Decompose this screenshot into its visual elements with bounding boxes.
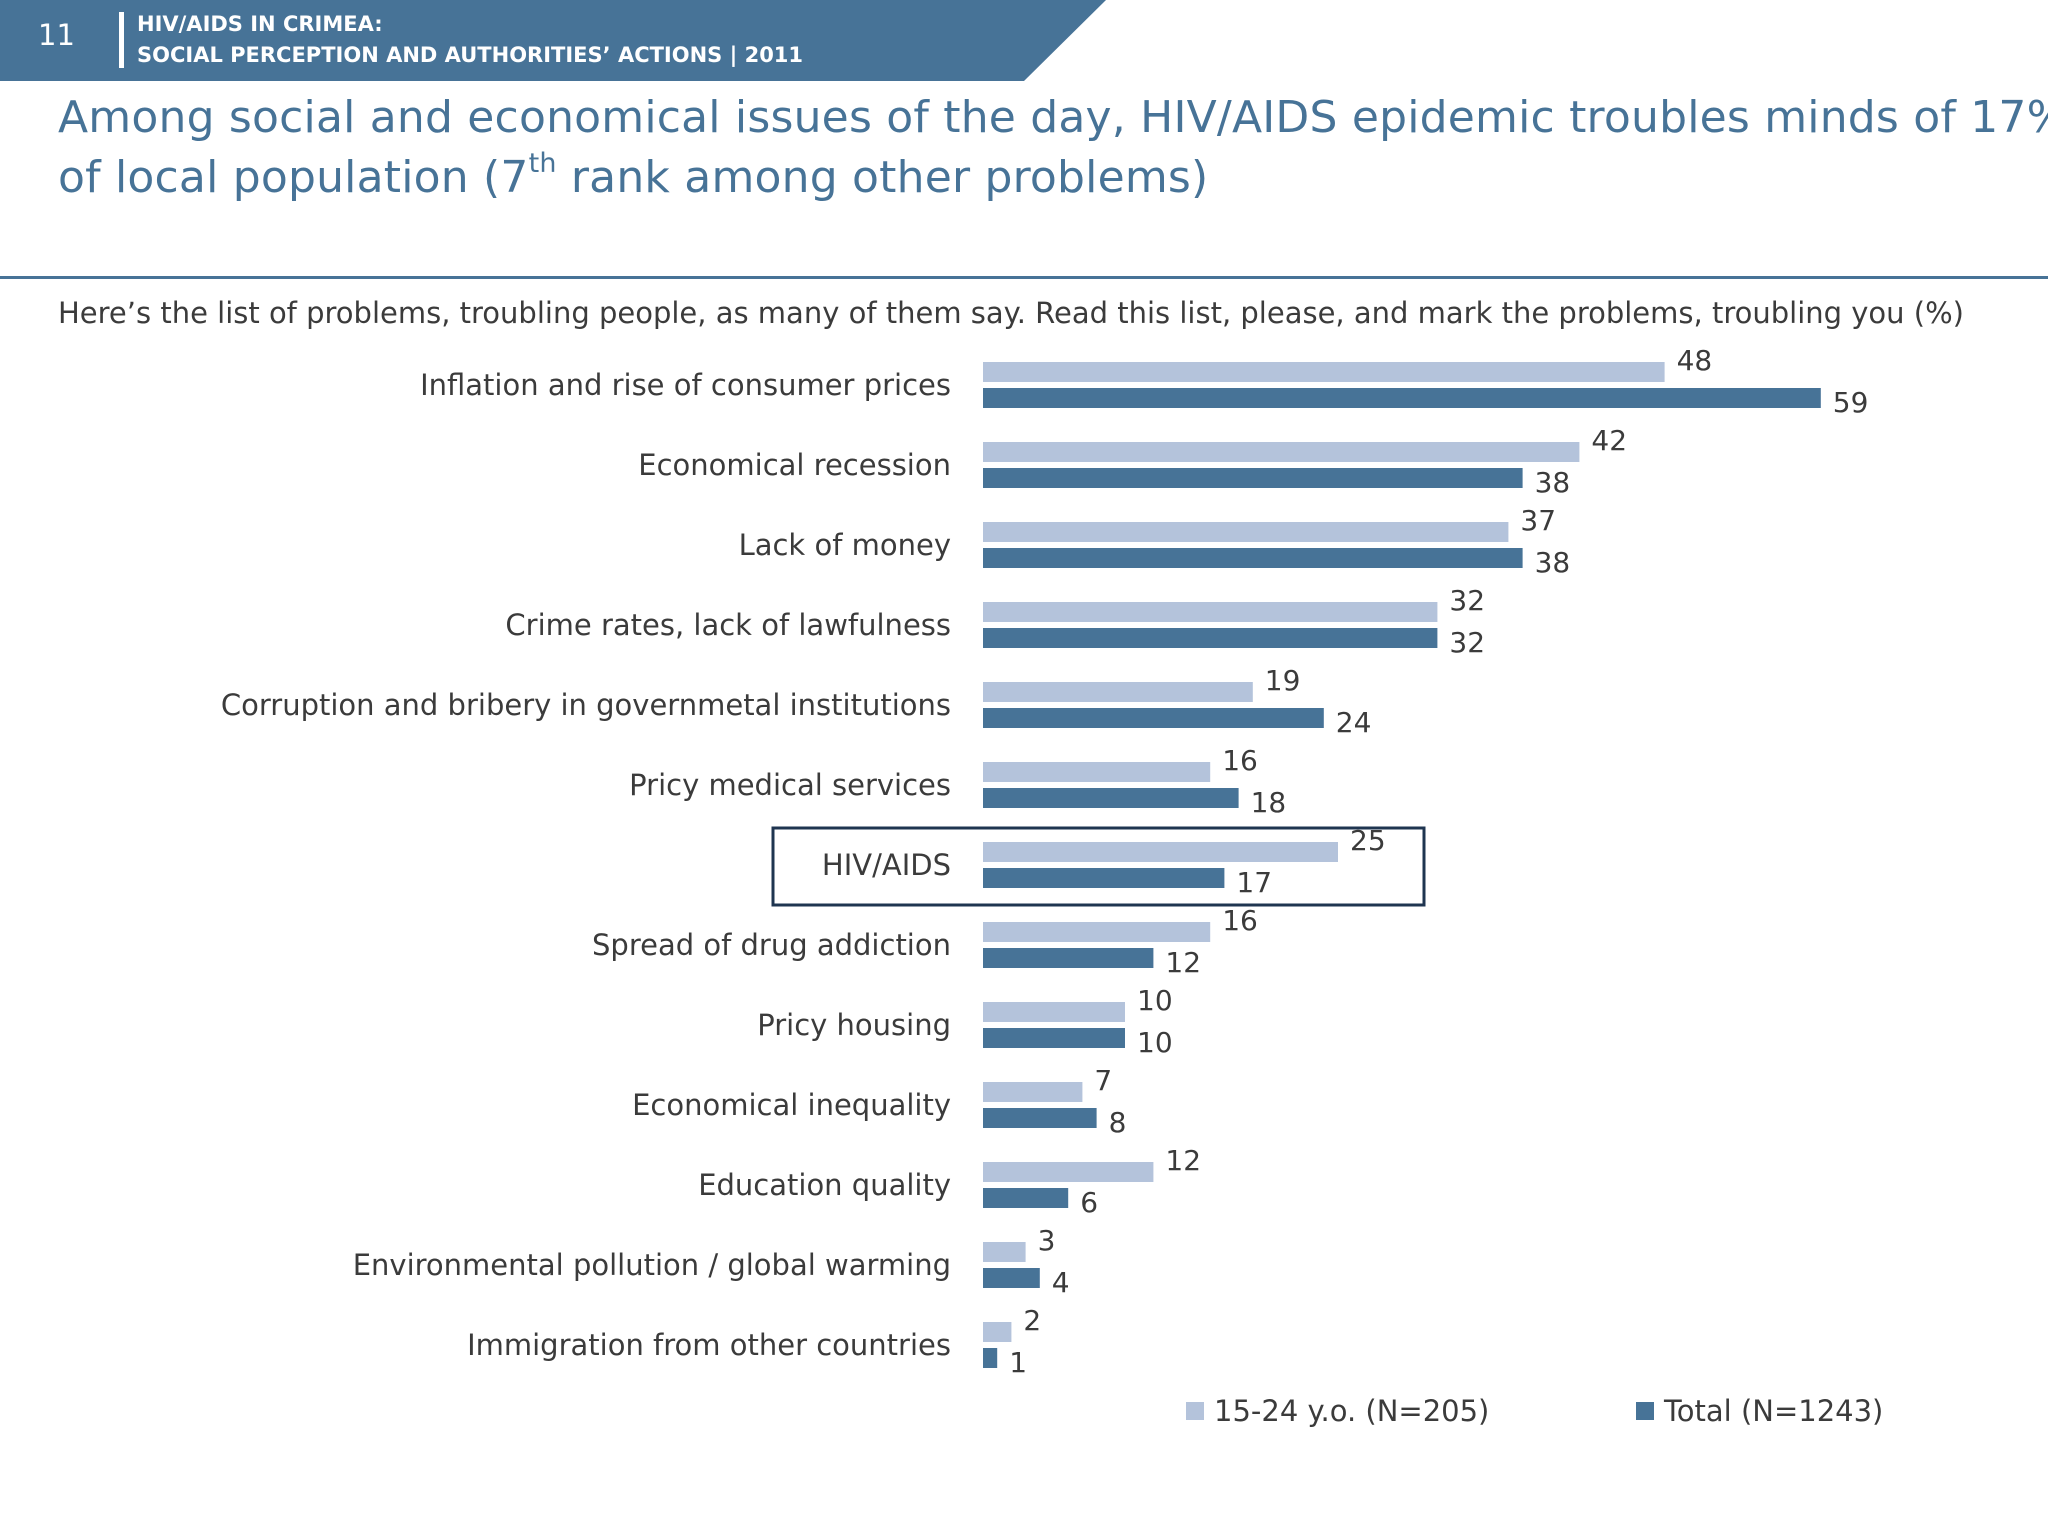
data-label: 48 [1677, 344, 1713, 377]
header-divider [119, 12, 124, 68]
bar [983, 708, 1324, 728]
bar [983, 1188, 1069, 1208]
bar [983, 468, 1523, 488]
data-label: 32 [1449, 626, 1485, 659]
data-label: 37 [1520, 504, 1556, 537]
data-label: 42 [1591, 424, 1627, 457]
title-superscript: th [528, 148, 557, 179]
category-label: Crime rates, lack of lawfulness [505, 608, 951, 642]
bar [983, 548, 1523, 568]
data-label: 59 [1833, 386, 1869, 419]
bar [983, 682, 1253, 702]
category-label: HIV/AIDS [822, 848, 951, 882]
slide-title-line-2: of local population (7th rank among othe… [58, 150, 1209, 203]
bar [983, 948, 1154, 968]
report-title: HIV/AIDS IN CRIMEA: [137, 12, 383, 36]
slide-title-line-1: Among social and economical issues of th… [58, 92, 2048, 143]
category-label: Pricy medical services [629, 768, 951, 802]
category-label: Economical inequality [632, 1088, 951, 1122]
title-text-after: rank among other problems) [556, 152, 1209, 203]
data-label: 2 [1023, 1304, 1041, 1337]
bar [983, 1268, 1040, 1288]
bar [983, 1082, 1083, 1102]
bar [983, 388, 1821, 408]
category-label: Economical recession [638, 448, 951, 482]
bar [983, 442, 1580, 462]
data-label: 19 [1265, 664, 1301, 697]
bar [983, 628, 1438, 648]
category-label: Immigration from other countries [467, 1328, 951, 1362]
data-label: 16 [1222, 904, 1258, 937]
data-label: 38 [1535, 546, 1571, 579]
data-label: 32 [1449, 584, 1485, 617]
bar [983, 922, 1211, 942]
data-label: 1 [1009, 1346, 1027, 1379]
bar [983, 1108, 1097, 1128]
bar [983, 1028, 1125, 1048]
legend-swatch [1186, 1402, 1204, 1420]
category-label: Pricy housing [757, 1008, 951, 1042]
bar [983, 602, 1438, 622]
title-text-before: of local population (7 [58, 152, 529, 203]
data-label: 16 [1222, 744, 1258, 777]
data-label: 8 [1109, 1106, 1127, 1139]
category-label: Spread of drug addiction [592, 928, 951, 962]
bar [983, 362, 1665, 382]
bar [983, 522, 1509, 542]
legend-label: Total (N=1243) [1663, 1394, 1883, 1428]
bar [983, 1162, 1154, 1182]
legend-label: 15-24 y.o. (N=205) [1214, 1394, 1489, 1428]
report-subtitle: SOCIAL PERCEPTION AND AUTHORITIES’ ACTIO… [137, 43, 804, 67]
page-number: 11 [38, 18, 75, 52]
data-label: 17 [1236, 866, 1272, 899]
category-label: Lack of money [739, 528, 951, 562]
data-label: 12 [1165, 1144, 1201, 1177]
category-label: Environmental pollution / global warming [353, 1248, 951, 1282]
legend-swatch [1636, 1402, 1654, 1420]
bar [983, 1002, 1125, 1022]
data-label: 4 [1052, 1266, 1070, 1299]
highlight-box [771, 826, 1426, 907]
bar [983, 762, 1211, 782]
category-label: Education quality [698, 1168, 951, 1202]
bar [983, 868, 1225, 888]
category-label: Corruption and bribery in governmetal in… [221, 688, 951, 722]
data-label: 25 [1350, 824, 1386, 857]
data-label: 7 [1094, 1064, 1112, 1097]
category-label: Inflation and rise of consumer prices [420, 368, 951, 402]
bar [983, 842, 1338, 862]
data-label: 18 [1251, 786, 1287, 819]
data-label: 10 [1137, 1026, 1173, 1059]
data-label: 12 [1165, 946, 1201, 979]
header-band [0, 0, 1106, 81]
data-label: 10 [1137, 984, 1173, 1017]
data-label: 6 [1080, 1186, 1098, 1219]
survey-question: Here’s the list of problems, troubling p… [58, 296, 1964, 330]
bar [983, 788, 1239, 808]
data-label: 3 [1038, 1224, 1056, 1257]
data-label: 38 [1535, 466, 1571, 499]
data-label: 24 [1336, 706, 1372, 739]
bar [983, 1322, 1012, 1342]
bar [983, 1348, 998, 1368]
bar [983, 1242, 1026, 1262]
title-divider [0, 276, 2048, 279]
